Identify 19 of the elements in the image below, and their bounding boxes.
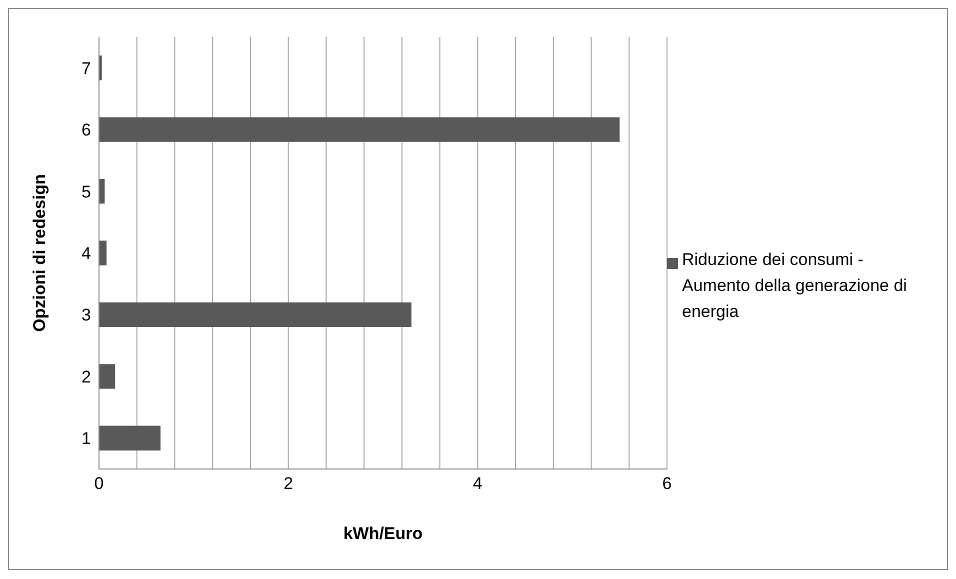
legend-label: Riduzione dei consumi - Aumento della generazione di energia	[682, 249, 907, 323]
bar	[99, 426, 161, 450]
x-tick-label: 6	[662, 474, 672, 494]
bar	[99, 302, 412, 328]
bar	[99, 240, 107, 266]
bar	[99, 117, 620, 142]
y-tick-label: 2	[82, 367, 91, 386]
y-tick-label: 5	[82, 182, 91, 202]
x-axis-title: kWh/Euro	[343, 524, 423, 543]
bar	[99, 364, 116, 389]
y-tick-label: 7	[82, 58, 91, 78]
y-tick-label: 4	[82, 244, 91, 264]
y-axis-title: Opzioni di redesign	[30, 174, 50, 332]
y-tick-label: 6	[82, 120, 91, 140]
y-tick-label: 3	[82, 306, 91, 325]
y-tick-label: 1	[82, 429, 91, 448]
x-tick-label: 0	[94, 474, 104, 494]
x-tick-label: 2	[284, 474, 294, 494]
x-tick-label: 4	[472, 474, 482, 494]
